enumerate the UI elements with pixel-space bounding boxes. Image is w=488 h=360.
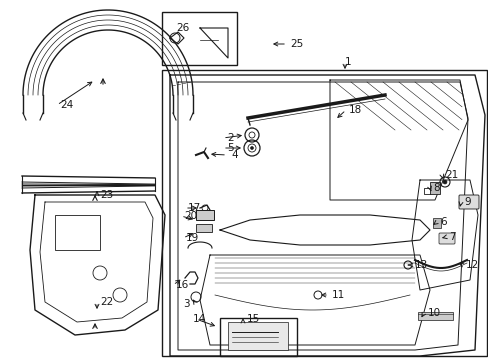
- FancyBboxPatch shape: [438, 233, 454, 244]
- Circle shape: [250, 147, 253, 149]
- Text: 5: 5: [226, 143, 233, 153]
- Text: 13: 13: [414, 260, 427, 270]
- Text: 7: 7: [448, 232, 455, 242]
- Text: 10: 10: [427, 308, 440, 318]
- Bar: [162, 70, 486, 356]
- Text: 16: 16: [176, 280, 189, 290]
- Bar: [220, 318, 296, 356]
- Text: 17: 17: [187, 203, 201, 213]
- Text: 15: 15: [246, 314, 260, 324]
- Bar: [432, 218, 440, 228]
- Text: 8: 8: [432, 183, 439, 193]
- Bar: [417, 312, 452, 320]
- Circle shape: [442, 180, 446, 184]
- Text: 9: 9: [463, 197, 469, 207]
- Text: 6: 6: [439, 217, 446, 227]
- Text: 1: 1: [345, 57, 351, 67]
- Bar: [227, 322, 287, 350]
- FancyBboxPatch shape: [458, 195, 478, 209]
- Text: 21: 21: [444, 170, 457, 180]
- Text: 3: 3: [183, 299, 189, 309]
- FancyBboxPatch shape: [196, 210, 214, 220]
- Text: 11: 11: [331, 290, 345, 300]
- Text: 23: 23: [100, 190, 113, 200]
- Bar: [162, 12, 237, 65]
- Bar: [429, 182, 439, 194]
- Text: 26: 26: [176, 23, 189, 33]
- Text: 12: 12: [465, 260, 478, 270]
- FancyBboxPatch shape: [196, 224, 212, 232]
- Bar: [55, 215, 100, 250]
- Text: 19: 19: [185, 233, 199, 243]
- Text: 4: 4: [230, 150, 237, 160]
- Text: 22: 22: [100, 297, 113, 307]
- Text: 18: 18: [348, 105, 362, 115]
- Text: 25: 25: [289, 39, 303, 49]
- Text: 24: 24: [60, 100, 73, 110]
- Text: 2: 2: [226, 133, 233, 143]
- Text: 20: 20: [183, 211, 197, 221]
- Text: 14: 14: [193, 314, 206, 324]
